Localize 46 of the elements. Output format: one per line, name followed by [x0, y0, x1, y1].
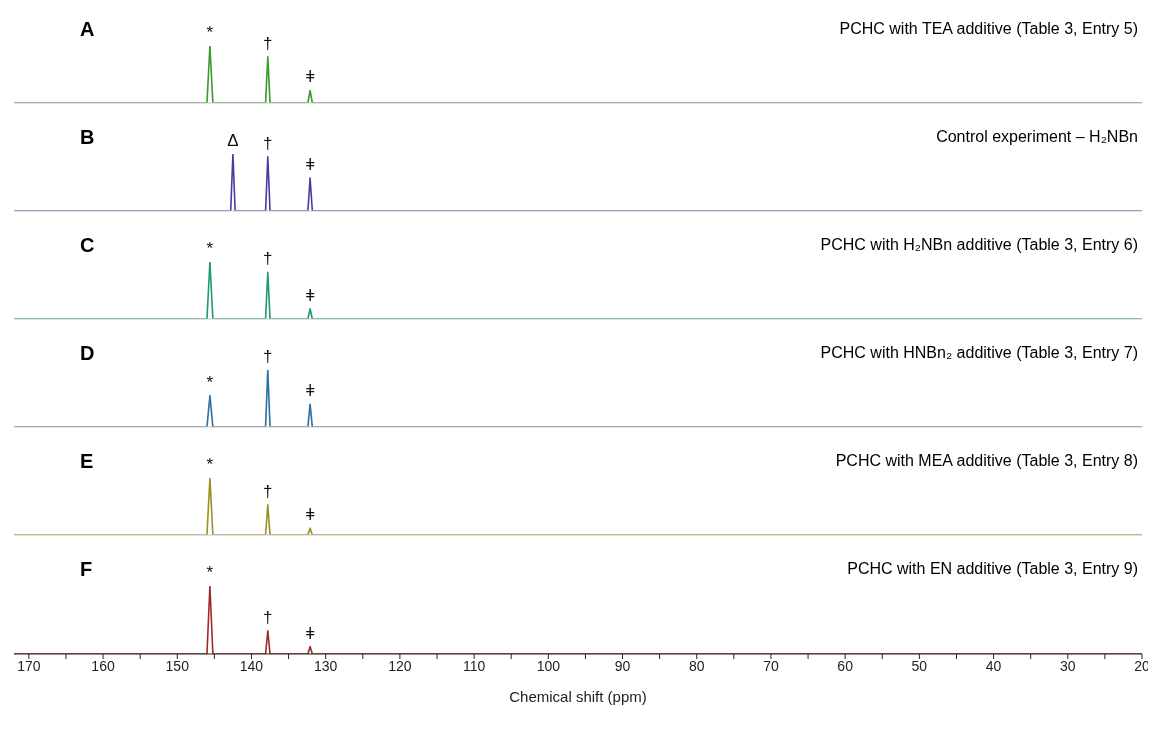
text: PCHC with H₂NBn additive (Table 3, Entry 6) — [820, 236, 1138, 254]
chart-title: D — [80, 342, 95, 365]
text: PCHC with HNBn₂ additive (Table 3, Entry 7) — [820, 344, 1138, 362]
text: PCHC with TEA additive (Table 3, Entry 5) — [839, 20, 1138, 38]
x-tick-label: 30 — [1060, 657, 1076, 674]
annotation: * — [206, 23, 214, 42]
annotation: * — [206, 372, 214, 392]
x-tick-label: 50 — [911, 657, 928, 674]
x-tick-label: 110 — [462, 657, 486, 674]
annotation: † — [263, 249, 273, 269]
x-tick-label: 120 — [388, 657, 412, 674]
annotation: ǂ — [305, 67, 316, 87]
x-tick-label: 150 — [165, 657, 190, 674]
text: Control experiment – H₂NBn — [936, 128, 1138, 146]
annotation: † — [263, 481, 273, 501]
annotation: † — [263, 607, 273, 627]
annotation: ǂ — [305, 154, 316, 174]
annotation: † — [263, 33, 273, 53]
text: PCHC with EN additive (Table 3, Entry 9) — [847, 560, 1138, 578]
annotation: * — [206, 455, 214, 474]
chart-title: C — [80, 234, 95, 257]
chart-title: A — [80, 18, 95, 41]
annotation: * — [206, 239, 214, 258]
annotation: ǂ — [305, 285, 316, 305]
text: PCHC with MEA additive (Table 3, Entry 8) — [835, 452, 1138, 470]
x-tick-label: 70 — [763, 657, 779, 674]
x-tick-label: 140 — [239, 657, 264, 674]
annotation: † — [263, 347, 273, 366]
chart-title: E — [80, 450, 94, 473]
x-tick-label: 90 — [614, 657, 631, 674]
chart-title: F — [80, 558, 93, 581]
annotation: ǂ — [305, 381, 316, 401]
annotation: † — [263, 133, 273, 153]
x-tick-label: 160 — [91, 657, 115, 674]
x-axis-title: Chemical shift (ppm) — [509, 688, 647, 705]
x-tick-label: 40 — [985, 657, 1002, 674]
x-tick-label: 100 — [536, 657, 561, 674]
x-tick-label: 60 — [837, 657, 854, 674]
x-tick-label: 130 — [314, 657, 338, 674]
x-tick-label: 80 — [688, 657, 705, 674]
x-tick-label: 170 — [17, 657, 41, 674]
annotation: * — [206, 563, 214, 582]
annotation: ǂ — [305, 505, 316, 525]
annotation: ǂ — [305, 623, 316, 643]
chart-title: B — [80, 126, 95, 149]
annotation: Δ — [227, 131, 239, 150]
